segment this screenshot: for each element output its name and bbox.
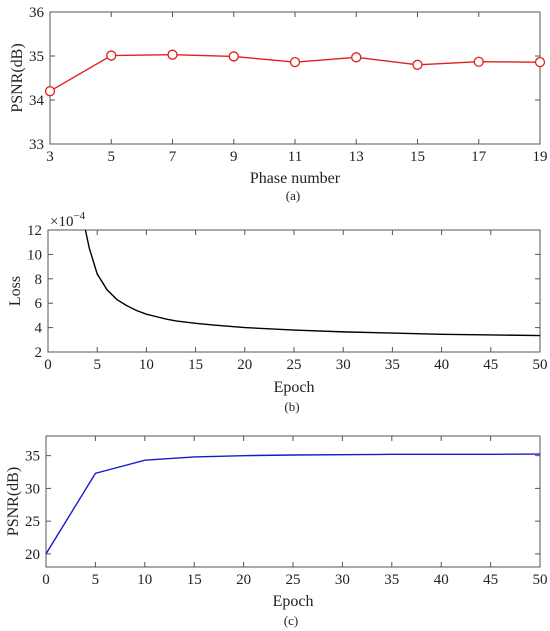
x-axis-label: Phase number [250,170,341,187]
x-tick-label: 20 [236,572,251,588]
x-tick-label: 7 [169,149,177,165]
x-tick-label: 15 [188,357,203,373]
chart-caption: (a) [286,188,300,203]
x-tick-label: 19 [533,149,548,165]
x-tick-label: 5 [93,357,101,373]
y-tick-label: 4 [35,321,43,337]
x-tick-label: 0 [44,357,52,373]
data-point [534,57,546,68]
data-point [289,57,301,68]
y-tick-label: 35 [25,449,40,465]
y-multiplier: ×10−4 [50,210,86,230]
x-tick-label: 9 [230,149,238,165]
plot-frame [47,229,541,353]
y-tick-label: 33 [29,137,44,153]
x-tick-label: 15 [410,149,425,165]
x-tick-label: 15 [187,572,202,588]
x-tick-label: 40 [434,357,449,373]
y-tick-label: 8 [35,272,43,288]
x-tick-label: 10 [139,357,154,373]
series-line [46,453,540,555]
x-tick-label: 45 [483,357,498,373]
y-tick-label: 34 [29,93,45,109]
x-tick-label: 45 [483,572,498,588]
data-point [44,86,56,97]
y-tick-label: 2 [35,345,43,361]
y-tick-label: 25 [25,514,40,530]
y-tick-label: 20 [25,547,40,563]
chart-caption: (b) [284,399,299,414]
plot-frame [49,11,541,145]
x-tick-label: 25 [286,572,301,588]
x-tick-label: 30 [335,572,350,588]
x-tick-label: 13 [349,149,364,165]
chart-caption: (c) [284,613,298,628]
data-point [412,59,423,70]
y-tick-label: 12 [27,223,42,239]
y-axis-label: PSNR(dB) [9,43,26,112]
x-tick-label: 5 [108,149,116,165]
x-axis-label: Epoch [274,379,315,396]
x-tick-label: 0 [42,572,50,588]
x-tick-label: 10 [137,572,152,588]
x-tick-label: 50 [533,572,548,588]
x-tick-label: 35 [385,357,400,373]
x-tick-label: 25 [287,357,302,373]
x-tick-label: 3 [46,149,54,165]
data-point [228,51,239,62]
data-point [351,52,362,63]
data-point [473,56,484,67]
y-tick-label: 30 [25,481,40,497]
chart-3: 0 5 10 15 20 25 30 35 40 45 50 20 25 30 35 Epoch PSNR(dB… [5,435,548,628]
y-tick-label: 36 [29,5,45,21]
data-point [167,49,178,60]
y-tick-label: 6 [35,296,43,312]
y-axis-label: Loss [7,276,24,306]
x-tick-label: 20 [237,357,252,373]
data-point [106,50,117,61]
y-tick-label: 10 [27,247,42,263]
x-tick-label: 17 [471,149,487,165]
series-line [84,230,540,337]
x-axis-label: Epoch [273,593,314,610]
x-tick-label: 40 [434,572,449,588]
y-tick-label: 35 [29,49,44,65]
x-tick-label: 11 [288,149,302,165]
y-axis-label: PSNR(dB) [5,467,22,536]
x-tick-label: 30 [336,357,351,373]
x-tick-label: 5 [92,572,100,588]
chart-2: 0 5 10 15 20 25 30 35 40 45 50 2 4 6 8 10 12 Epoch Loss ×10… [7,210,548,414]
x-tick-label: 50 [533,357,548,373]
x-tick-label: 35 [384,572,399,588]
